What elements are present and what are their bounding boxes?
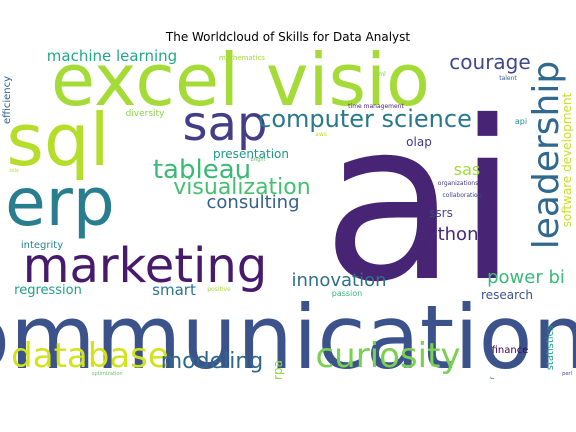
word-sas: sas — [454, 160, 480, 179]
word-software-development: software development — [560, 92, 574, 227]
word-time-management: time management — [348, 103, 404, 110]
word-bright: bright — [251, 157, 266, 163]
word-machine-learning: machine learning — [47, 47, 177, 65]
word-consulting: consulting — [207, 192, 300, 213]
word-rpa: rpa — [271, 360, 285, 380]
word-excel: excel — [51, 38, 239, 122]
word-olap: olap — [406, 135, 432, 149]
word-modeling: modeling — [161, 349, 264, 374]
word-talent: talent — [499, 75, 517, 82]
word-leadership: leadership — [526, 61, 567, 249]
word-api: api — [515, 117, 527, 126]
word-passion: passion — [332, 289, 363, 298]
word-courage: courage — [449, 50, 530, 74]
word-positive: positive — [207, 286, 231, 293]
word-presentation: presentation — [213, 147, 289, 161]
word-innovation: innovation — [292, 270, 387, 291]
chart-title: The Worldcloud of Skills for Data Analys… — [165, 30, 411, 44]
word-power-bi: power bi — [487, 267, 565, 288]
word-visio: visio — [266, 38, 430, 122]
word-python: python — [416, 224, 479, 245]
word-sql: sql — [6, 98, 109, 182]
word-diversity: diversity — [126, 109, 165, 119]
word-smart: smart — [152, 281, 196, 299]
word-integrity: integrity — [21, 240, 63, 251]
word-visualization: visualization — [173, 175, 310, 200]
word-regression: regression — [14, 283, 82, 298]
word-statistics: statistics — [545, 326, 556, 371]
word-mathematics: mathematics — [219, 54, 265, 62]
word-ssis: ssis — [9, 168, 19, 174]
word-finance: finance — [492, 345, 529, 356]
word-organizations: organizations — [438, 180, 478, 187]
word-tableau: tableau — [153, 155, 251, 185]
word-ml: ml — [378, 71, 386, 78]
word-ai: ai — [322, 74, 518, 330]
word-collaboration: collaboration — [442, 192, 481, 199]
word-aws: aws — [315, 131, 327, 138]
word-r: r — [489, 376, 496, 379]
word-ssrs: ssrs — [429, 206, 453, 220]
word-database: database — [11, 336, 169, 376]
word-marketing: marketing — [23, 238, 268, 294]
word-research: research — [481, 288, 533, 302]
word-sap: sap — [183, 96, 268, 152]
word-erp: erp — [5, 164, 115, 241]
word-curiosity: curiosity — [315, 336, 460, 376]
word-perl: perl — [562, 371, 572, 377]
word-optimization: optimization — [91, 371, 122, 377]
word-efficiency: efficiency — [2, 76, 13, 124]
word-communication: communication — [0, 286, 576, 389]
word-computer-science: computer science — [258, 105, 472, 133]
